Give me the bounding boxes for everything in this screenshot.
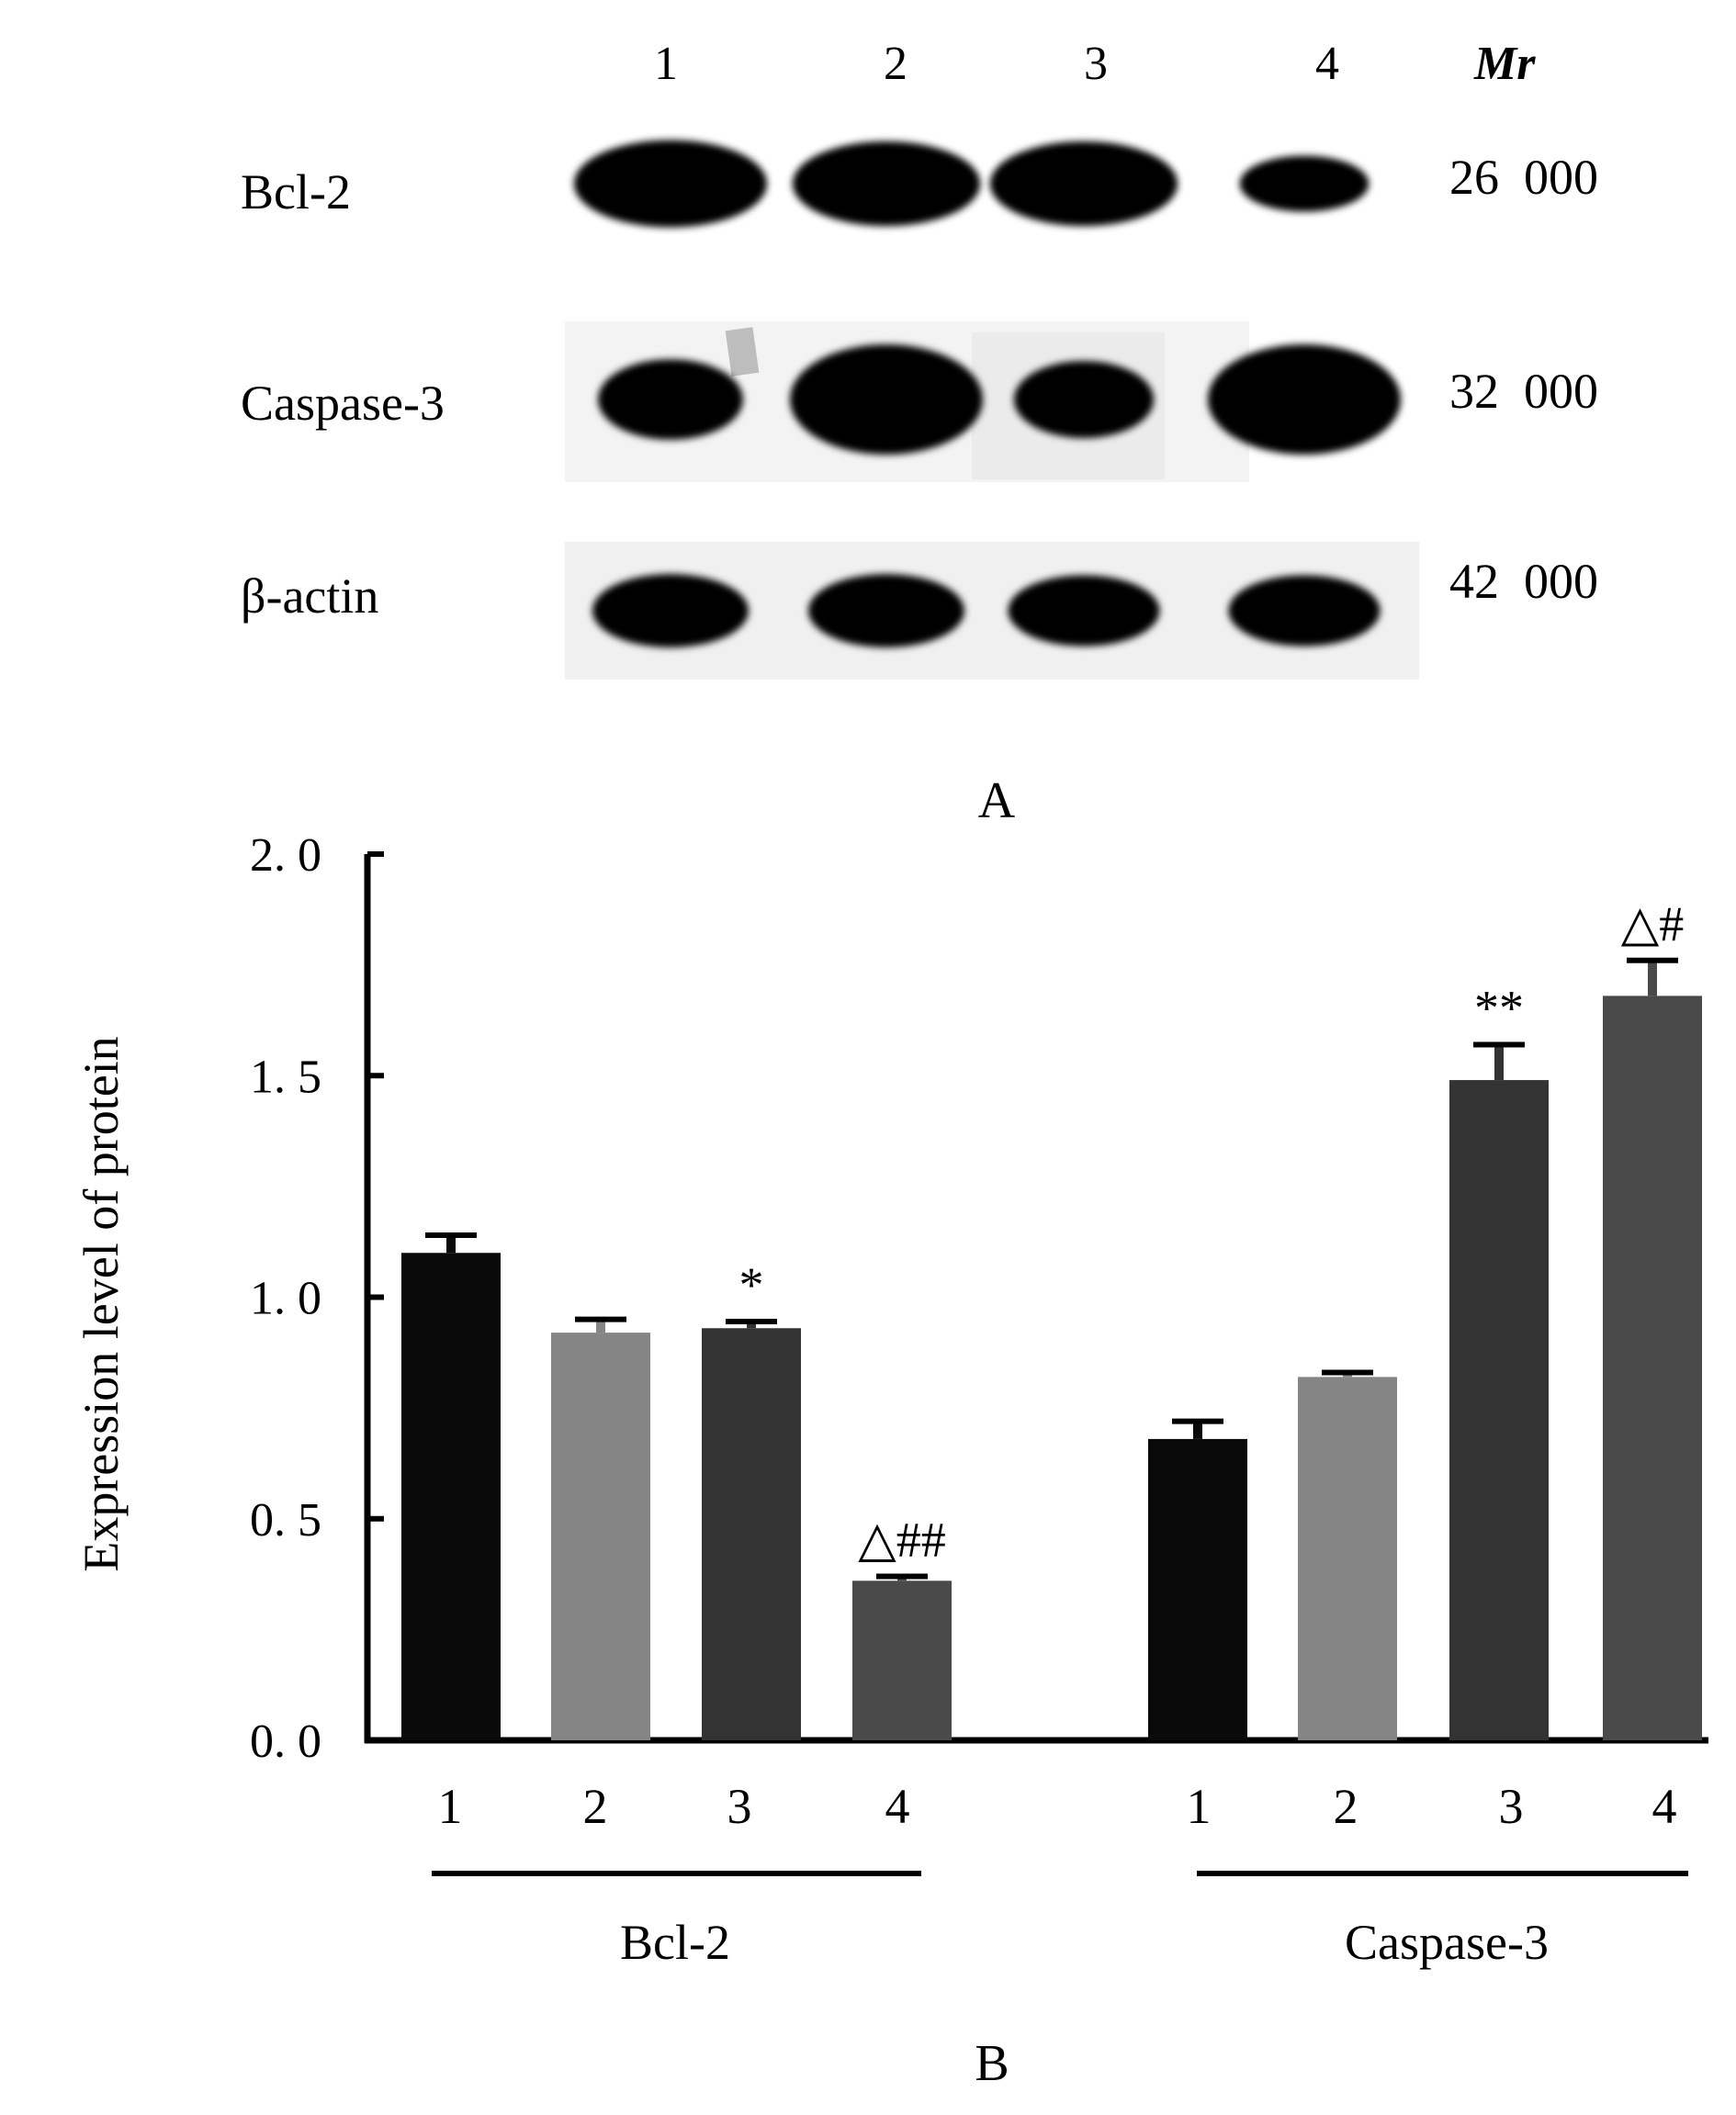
blot-row-label-bcl2: Bcl-2: [241, 164, 351, 219]
band-beta-actin-lane-4: [1228, 575, 1381, 647]
mr-value-beta-actin: 42 000: [1449, 554, 1598, 609]
annotation-caspase3-4: △#: [1621, 896, 1685, 951]
group-label-caspase3: Caspase-3: [1345, 1915, 1549, 1970]
x-tick-label-caspase3-2: 2: [1334, 1779, 1358, 1834]
annotation-bcl2-3: *: [739, 1257, 764, 1312]
y-tick-label: 1. 0: [250, 1273, 321, 1325]
lane-number-2: 2: [884, 38, 907, 90]
bar-caspase3-2: [1298, 1377, 1397, 1740]
panel-label-b: B: [975, 2035, 1009, 2092]
x-tick-label-bcl2-3: 3: [727, 1779, 752, 1834]
blot-row-label-caspase3: Caspase-3: [241, 376, 445, 431]
x-tick-label-bcl2-1: 1: [438, 1779, 463, 1834]
band-beta-actin-lane-3: [1008, 575, 1160, 647]
bar-bcl2-3: [702, 1328, 801, 1740]
bar-caspase3-1: [1148, 1438, 1247, 1740]
bar-bcl2-4: [852, 1581, 952, 1740]
y-tick-label: 1. 5: [250, 1051, 321, 1103]
y-tick-label: 0. 0: [250, 1716, 321, 1768]
lane-number-4: 4: [1315, 38, 1339, 90]
blot-row-label-beta-actin: β-actin: [241, 568, 379, 624]
y-tick-label: 0. 5: [250, 1494, 321, 1547]
x-tick-label-caspase3-4: 4: [1652, 1779, 1677, 1834]
band-bcl2-lane-1: [574, 140, 767, 228]
caspase3-strip-artifact: [725, 327, 760, 377]
band-beta-actin-lane-2: [807, 574, 965, 647]
x-tick-label-bcl2-4: 4: [885, 1779, 910, 1834]
annotation-caspase3-3: **: [1474, 980, 1524, 1035]
lane-number-1: 1: [654, 38, 678, 90]
lane-number-3: 3: [1084, 38, 1108, 90]
band-bcl2-lane-4: [1239, 155, 1370, 212]
bar-bcl2-2: [551, 1333, 650, 1740]
panel-label-a: A: [977, 772, 1016, 829]
mr-header: Mr: [1474, 38, 1536, 90]
band-beta-actin-lane-1: [592, 574, 750, 647]
bar-caspase3-4: [1603, 996, 1702, 1740]
y-tick-label: 2. 0: [250, 829, 321, 882]
x-tick-label-bcl2-2: 2: [583, 1779, 608, 1834]
mr-value-caspase3: 32 000: [1449, 364, 1598, 419]
band-caspase3-lane-3: [1013, 361, 1155, 438]
band-bcl2-lane-2: [792, 141, 981, 227]
band-bcl2-lane-3: [989, 141, 1178, 227]
blot-image: [565, 140, 1419, 680]
band-caspase3-lane-1: [597, 359, 744, 440]
mr-value-bcl2: 26 000: [1449, 150, 1598, 205]
bar-bcl2-1: [401, 1253, 501, 1740]
band-caspase3-lane-4: [1208, 344, 1401, 455]
bar-caspase3-3: [1449, 1080, 1549, 1740]
x-tick-label-caspase3-1: 1: [1187, 1779, 1212, 1834]
x-tick-label-caspase3-3: 3: [1499, 1779, 1524, 1834]
band-caspase3-lane-2: [790, 344, 983, 455]
y-axis-title: Expression level of protein: [73, 1036, 129, 1571]
group-label-bcl2: Bcl-2: [620, 1915, 730, 1970]
annotation-bcl2-4: △##: [858, 1512, 946, 1567]
